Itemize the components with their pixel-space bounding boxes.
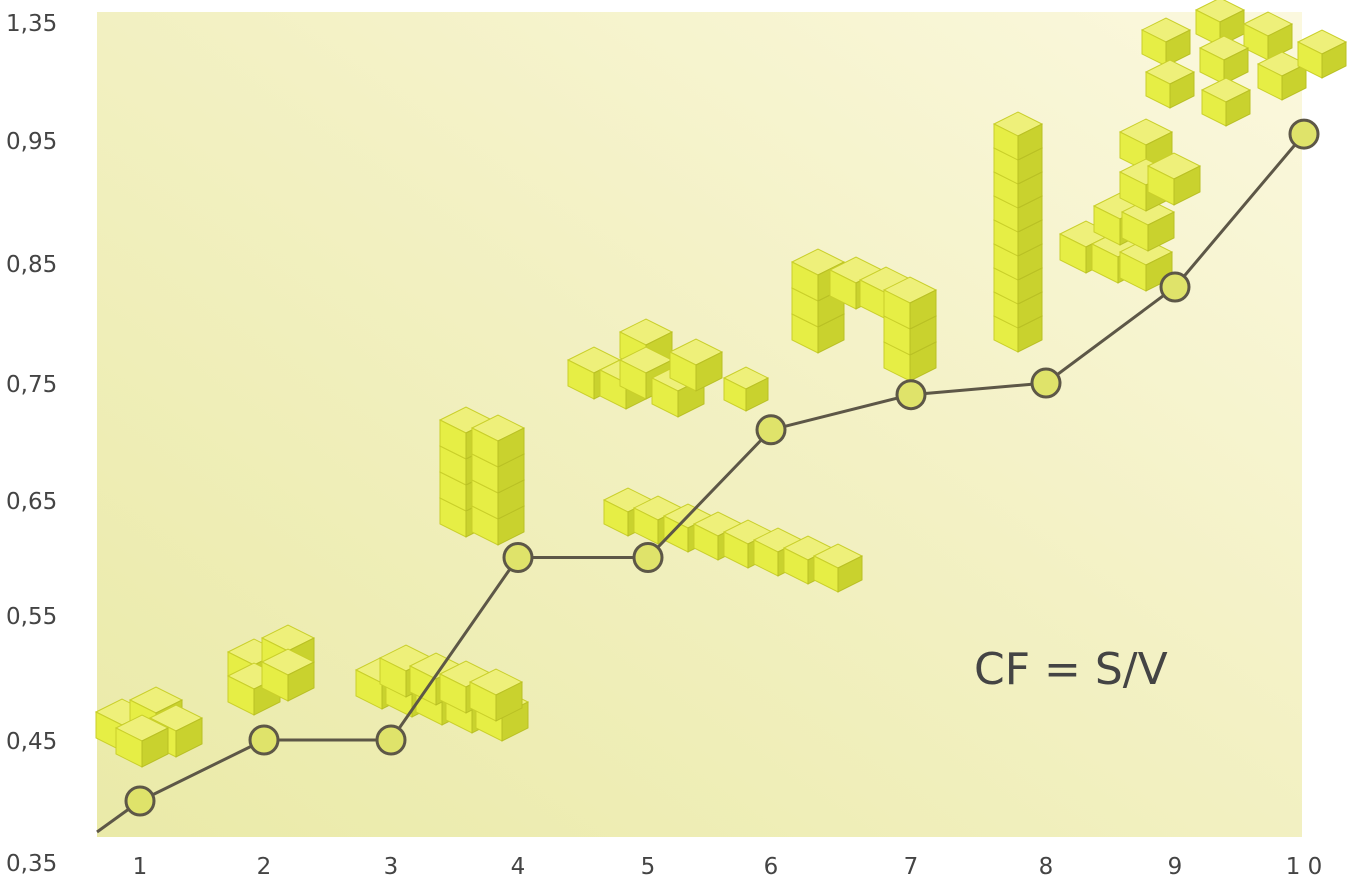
x-tick-label: 5: [641, 854, 656, 880]
data-point: [895, 379, 927, 411]
y-tick-label: 0,95: [6, 129, 57, 155]
x-axis-tick-labels: 1 2 3 4 5 6 7 8 9 1 0: [133, 854, 1323, 880]
formula-annotation: CF = S/V: [974, 644, 1168, 695]
data-point: [1159, 271, 1191, 303]
cube: [1194, 0, 1246, 47]
x-tick-label: 4: [511, 854, 526, 880]
y-tick-label: 1,35: [6, 11, 57, 37]
series-line: [139, 133, 1306, 803]
cube: [992, 111, 1044, 161]
cube: [1200, 77, 1252, 127]
x-tick-label: 6: [764, 854, 779, 880]
cube: [1118, 238, 1174, 292]
cube: [668, 338, 724, 392]
cube: [114, 714, 170, 768]
cube: [1256, 51, 1308, 101]
data-point: [1030, 367, 1062, 399]
data-point: [124, 785, 156, 817]
x-tick-label: 7: [904, 854, 919, 880]
cube: [882, 276, 938, 330]
data-point: [755, 414, 787, 446]
y-tick-label: 0,45: [6, 729, 57, 755]
cube: [1146, 152, 1202, 206]
y-tick-label: 0,35: [6, 851, 57, 877]
y-axis-tick-labels: 0,35 0,45 0,55 0,65 0,75 0,85 0,95 1,35: [6, 11, 57, 877]
plot-background: [97, 12, 1302, 837]
x-tick-label: 8: [1039, 854, 1054, 880]
data-point: [502, 542, 534, 573]
x-tick-label: 1 0: [1286, 854, 1323, 880]
x-tick-label: 1: [133, 854, 148, 880]
x-tick-label: 2: [257, 854, 272, 880]
cube: [1140, 17, 1192, 67]
data-point: [632, 542, 664, 573]
cube: [260, 648, 316, 702]
y-tick-label: 0,55: [6, 604, 57, 630]
cube: [1198, 35, 1250, 85]
x-tick-label: 3: [384, 854, 399, 880]
cube: [812, 543, 864, 593]
y-tick-label: 0,65: [6, 489, 57, 515]
cube: [468, 668, 524, 722]
cube: [1144, 59, 1196, 109]
data-point: [1288, 118, 1320, 150]
y-tick-label: 0,75: [6, 372, 57, 398]
data-point: [375, 724, 407, 756]
cube: [470, 414, 526, 468]
cube: [1242, 11, 1294, 61]
y-tick-label: 0,85: [6, 252, 57, 278]
x-tick-label: 9: [1168, 854, 1183, 880]
cube: [1296, 29, 1348, 79]
data-point-layer: [124, 118, 1320, 817]
cube-decorations: [94, 0, 1348, 768]
data-point: [248, 724, 280, 756]
cube: [722, 366, 770, 412]
